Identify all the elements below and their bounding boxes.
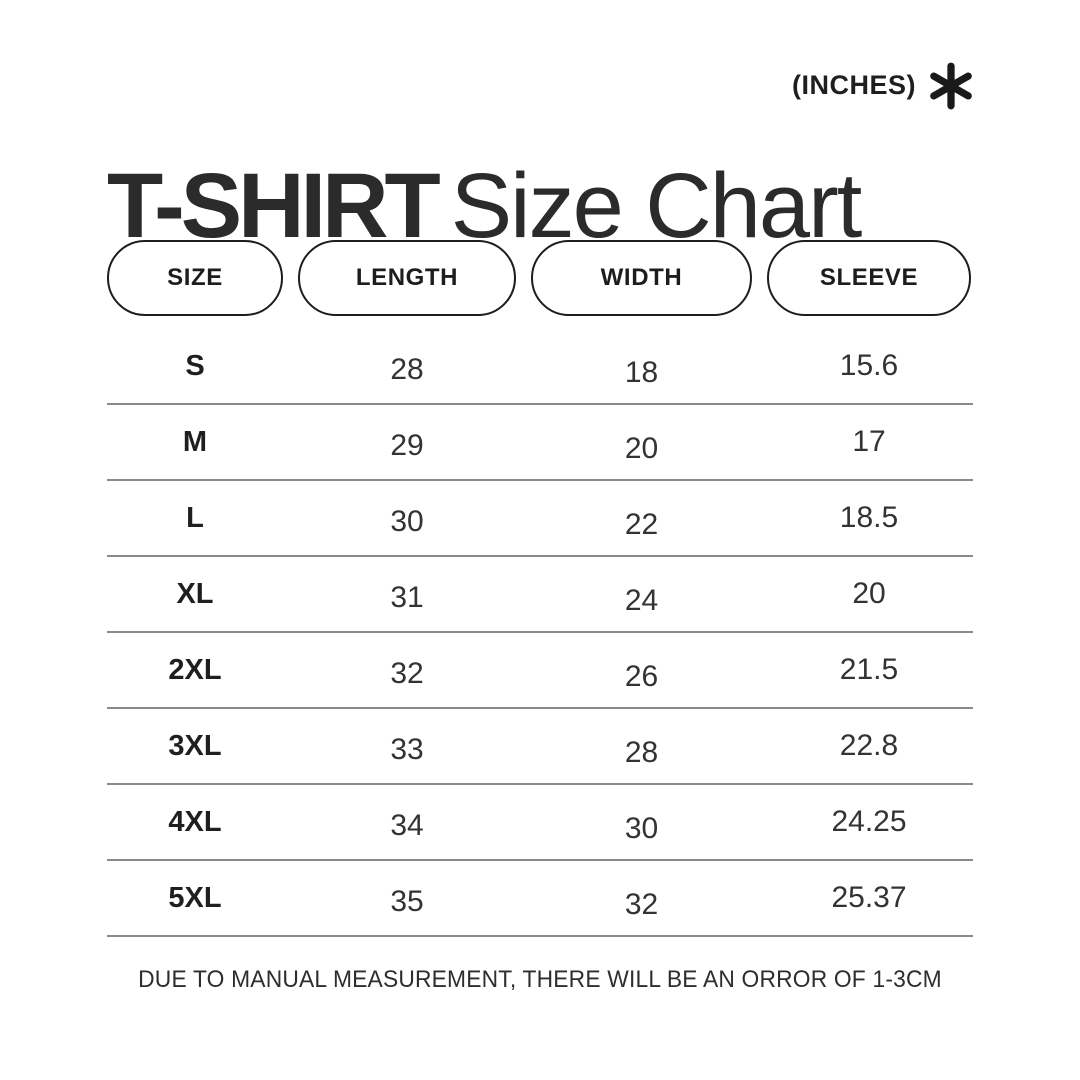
length-value-text: 28 <box>390 353 424 386</box>
width-value-cell: 20 <box>531 425 752 465</box>
width-value-cell: 28 <box>531 729 752 769</box>
length-value-text: 31 <box>390 581 424 614</box>
measurement-disclaimer: DUE TO MANUAL MEASUREMENT, THERE WILL BE… <box>0 966 1080 994</box>
sleeve-value-cell: 15.6 <box>767 349 971 383</box>
page-title: T-SHIRT Size Chart <box>107 154 862 257</box>
sleeve-value-text: 22.8 <box>839 729 899 762</box>
size-label-text: 3XL <box>168 729 222 762</box>
column-header-sleeve-label: SLEEVE <box>819 264 919 291</box>
width-value-text: 30 <box>624 812 659 845</box>
size-label-text: 5XL <box>168 881 222 914</box>
sleeve-value-text: 17 <box>852 425 886 458</box>
length-value-cell: 35 <box>298 881 516 918</box>
length-value-text: 32 <box>390 657 424 690</box>
table-row: L 30 22 18.5 <box>107 481 973 557</box>
size-table: SIZE LENGTH WIDTH SLEEVE S 28 18 15.6 M 29 20 1… <box>107 240 973 937</box>
length-value-cell: 28 <box>298 349 516 386</box>
width-value-text: 32 <box>624 888 659 921</box>
size-label-cell: L <box>107 502 283 535</box>
length-value-text: 35 <box>390 885 424 918</box>
size-label-cell: 3XL <box>107 730 283 763</box>
sleeve-value-cell: 24.25 <box>767 805 971 839</box>
units-label: (INCHES) <box>792 69 916 100</box>
table-row: 2XL 32 26 21.5 <box>107 633 973 709</box>
length-value-cell: 30 <box>298 501 516 538</box>
length-value-text: 33 <box>390 733 424 766</box>
size-label-cell: 4XL <box>107 806 283 839</box>
column-header-sleeve: SLEEVE <box>767 240 971 316</box>
page-title-bold: T-SHIRT <box>107 154 441 257</box>
size-label-text: XL <box>176 577 214 610</box>
size-label-text: 2XL <box>168 653 222 686</box>
width-value-text: 20 <box>624 432 659 465</box>
table-row: M 29 20 17 <box>107 405 973 481</box>
column-header-width-label: WIDTH <box>600 264 683 291</box>
sleeve-value-text: 25.37 <box>831 881 907 914</box>
size-label-cell: XL <box>107 578 283 611</box>
column-header-size: SIZE <box>107 240 283 316</box>
sleeve-value-text: 20 <box>852 577 886 610</box>
width-value-text: 26 <box>624 660 659 693</box>
width-value-cell: 30 <box>531 805 752 845</box>
column-header-width: WIDTH <box>531 240 752 316</box>
size-label-cell: S <box>107 350 283 383</box>
size-label-text: 4XL <box>168 805 222 838</box>
width-value-cell: 32 <box>531 881 752 921</box>
size-label-cell: 2XL <box>107 654 283 687</box>
length-value-cell: 33 <box>298 729 516 766</box>
size-table-body: S 28 18 15.6 M 29 20 17 L 30 22 18.5 XL 31 24 20 2XL 32 26… <box>107 329 973 937</box>
sleeve-value-cell: 20 <box>767 577 971 611</box>
length-value-cell: 34 <box>298 805 516 842</box>
sleeve-value-text: 15.6 <box>839 349 899 382</box>
length-value-cell: 32 <box>298 653 516 690</box>
size-label-text: L <box>186 501 204 534</box>
size-label-text: S <box>185 349 205 382</box>
table-row: 3XL 33 28 22.8 <box>107 709 973 785</box>
table-row: 4XL 34 30 24.25 <box>107 785 973 861</box>
sleeve-value-cell: 22.8 <box>767 729 971 763</box>
table-row: S 28 18 15.6 <box>107 329 973 405</box>
page-title-light: Size Chart <box>450 154 862 257</box>
size-label-cell: 5XL <box>107 882 283 915</box>
table-row: XL 31 24 20 <box>107 557 973 633</box>
width-value-text: 18 <box>624 356 659 389</box>
column-header-size-label: SIZE <box>167 264 223 291</box>
width-value-cell: 18 <box>531 349 752 389</box>
units-note: (INCHES) <box>792 58 976 112</box>
length-value-text: 29 <box>390 429 424 462</box>
asterisk-icon <box>926 60 976 112</box>
size-label-cell: M <box>107 426 283 459</box>
size-label-text: M <box>182 425 208 458</box>
sleeve-value-text: 18.5 <box>839 501 899 534</box>
width-value-text: 24 <box>624 584 659 617</box>
sleeve-value-cell: 18.5 <box>767 501 971 535</box>
length-value-text: 34 <box>390 809 424 842</box>
sleeve-value-cell: 17 <box>767 425 971 459</box>
width-value-cell: 22 <box>531 501 752 541</box>
column-header-length-label: LENGTH <box>355 264 459 291</box>
sleeve-value-text: 24.25 <box>831 805 907 838</box>
sleeve-value-cell: 25.37 <box>767 881 971 915</box>
sleeve-value-cell: 21.5 <box>767 653 971 687</box>
length-value-cell: 31 <box>298 577 516 614</box>
width-value-text: 22 <box>624 508 659 541</box>
width-value-text: 28 <box>624 736 659 769</box>
measurement-disclaimer-text: DUE TO MANUAL MEASUREMENT, THERE WILL BE… <box>138 966 942 993</box>
length-value-cell: 29 <box>298 425 516 462</box>
table-row: 5XL 35 32 25.37 <box>107 861 973 937</box>
column-header-length: LENGTH <box>298 240 516 316</box>
length-value-text: 30 <box>390 505 424 538</box>
width-value-cell: 24 <box>531 577 752 617</box>
table-header-row: SIZE LENGTH WIDTH SLEEVE <box>107 240 973 316</box>
width-value-cell: 26 <box>531 653 752 693</box>
sleeve-value-text: 21.5 <box>839 653 899 686</box>
